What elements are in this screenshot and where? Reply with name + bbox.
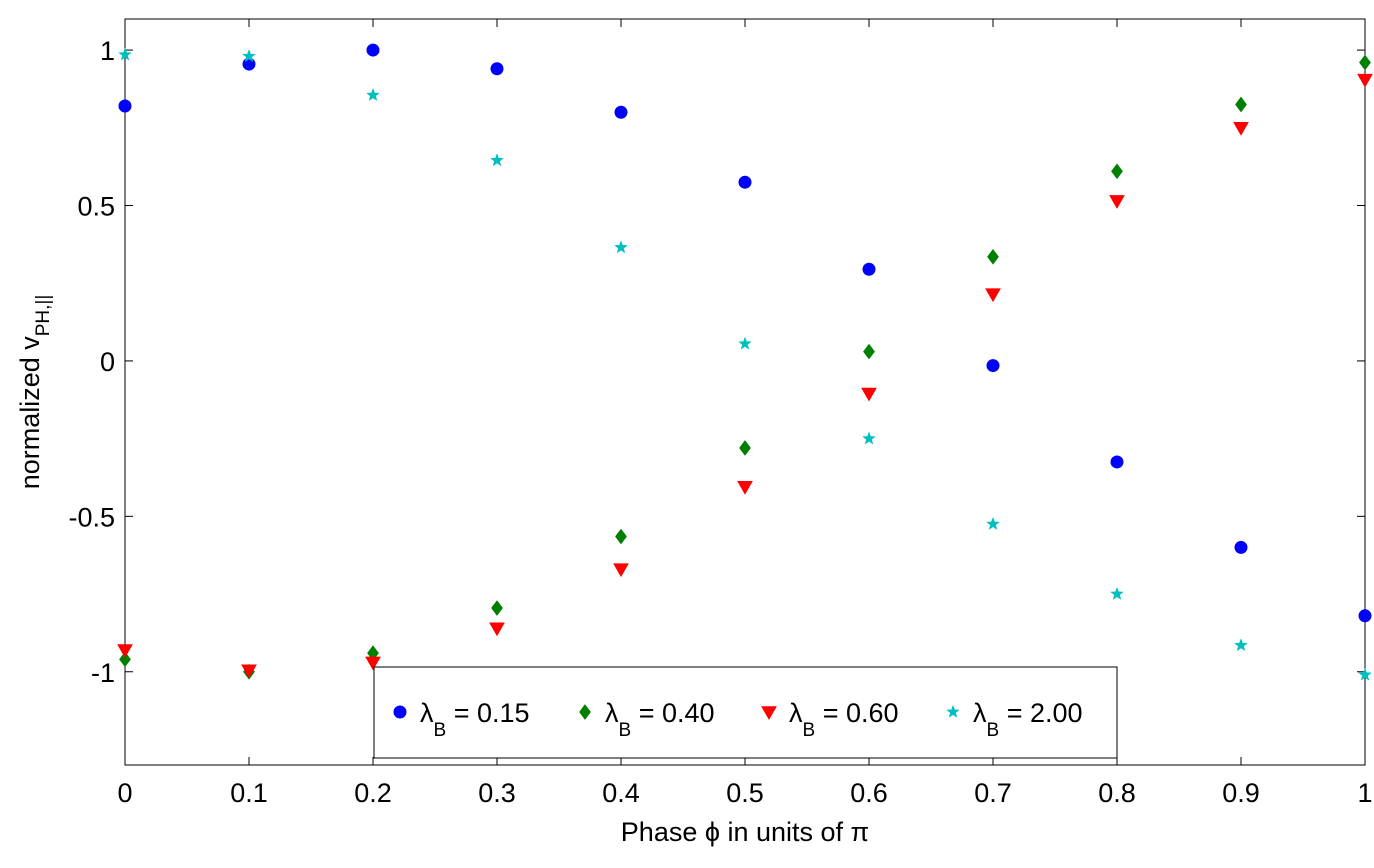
legend-label: λB = 0.60: [789, 698, 899, 741]
diamond-marker: [615, 528, 627, 545]
x-tick-label: 0.4: [602, 778, 640, 808]
triangle-down-marker: [365, 656, 381, 671]
x-tick-label: 0.7: [974, 778, 1012, 808]
triangle-down-marker: [1109, 195, 1125, 209]
triangle-down-marker: [1357, 73, 1373, 88]
legend-circle-marker: [393, 705, 407, 719]
star-marker: [738, 336, 752, 350]
y-axis-label: normalized vPH,||: [15, 295, 54, 490]
circle-marker: [1358, 609, 1372, 623]
legend-lambda: λ: [973, 698, 987, 728]
y-axis-label-subscript: PH,||: [33, 295, 54, 337]
legend-subscript: B: [803, 720, 816, 741]
circle-marker: [242, 57, 256, 71]
star-marker: [1234, 638, 1248, 652]
triangle-down-marker: [861, 387, 877, 402]
x-tick-label: 1: [1357, 778, 1372, 808]
circle-marker: [1234, 540, 1248, 554]
x-tick-label: 0.3: [478, 778, 516, 808]
triangle-down-marker: [613, 563, 629, 578]
y-tick-labels: -1 -0.5 0 0.5 1: [68, 36, 115, 688]
circle-marker: [738, 175, 752, 189]
legend-value: = 0.15: [446, 698, 529, 728]
data-markers: [117, 43, 1373, 681]
legend-star-marker: [946, 704, 960, 718]
series-1-points: [118, 43, 1372, 623]
legend-value: = 2.00: [999, 698, 1082, 728]
triangle-down-marker: [737, 481, 753, 495]
y-tick-label: 1: [100, 36, 115, 66]
y-axis-label-main: normalized v: [15, 336, 45, 490]
legend-triangle-down-marker: [761, 706, 777, 721]
diamond-marker: [119, 651, 131, 668]
diamond-marker: [739, 440, 751, 456]
legend-lambda: λ: [605, 698, 619, 728]
diamond-marker: [863, 343, 875, 360]
legend-item: λB = 0.60: [761, 698, 899, 741]
legend-lambda: λ: [789, 698, 803, 728]
legend-item: λB = 0.40: [579, 698, 715, 741]
legend-lambda: λ: [420, 698, 434, 728]
star-marker: [862, 431, 876, 445]
y-tick-label: -0.5: [68, 502, 115, 532]
legend: λB = 0.15 λB = 0.40 λB = 0.60 λB = 2.00: [373, 666, 1118, 759]
legend-item: λB = 2.00: [946, 698, 1083, 741]
legend-diamond-marker: [579, 704, 591, 720]
circle-marker: [862, 262, 876, 276]
x-tick-label: 0.9: [1222, 778, 1260, 808]
series-4-points: [118, 47, 1372, 681]
y-tick-label: -1: [91, 658, 115, 688]
star-marker: [490, 153, 504, 167]
legend-label: λB = 0.40: [605, 698, 715, 741]
star-marker: [1110, 586, 1124, 600]
x-tick-label: 0.2: [354, 778, 392, 808]
star-marker: [614, 240, 628, 254]
circle-marker: [614, 105, 628, 119]
circle-marker: [366, 43, 380, 57]
diamond-marker: [1111, 163, 1123, 180]
circle-marker: [986, 359, 1000, 373]
star-marker: [366, 87, 380, 101]
x-tick-label: 0.1: [230, 778, 268, 808]
legend-value: = 0.40: [631, 698, 714, 728]
triangle-down-marker: [1233, 122, 1249, 136]
legend-item: λB = 0.15: [393, 698, 530, 741]
legend-box: [373, 666, 1118, 759]
legend-subscript: B: [434, 720, 447, 741]
series-2-points: [119, 54, 1371, 680]
y-tick-label: 0.5: [77, 192, 115, 222]
x-tick-label: 0: [117, 778, 132, 808]
x-tick-label: 0.6: [850, 778, 888, 808]
diamond-marker: [1235, 96, 1247, 113]
legend-subscript: B: [987, 720, 1000, 741]
series-3-points: [117, 73, 1373, 679]
star-marker: [118, 47, 132, 61]
x-tick-label: 0.5: [726, 778, 764, 808]
star-marker: [986, 516, 1000, 530]
plot-area: [124, 18, 1366, 766]
legend-label: λB = 2.00: [973, 698, 1083, 741]
circle-marker: [1110, 455, 1124, 469]
diamond-marker: [987, 248, 999, 265]
triangle-down-marker: [985, 288, 1001, 303]
diamond-marker: [491, 600, 503, 616]
star-marker: [1358, 667, 1372, 681]
x-tick-label: 0.8: [1098, 778, 1136, 808]
triangle-down-marker: [241, 664, 257, 679]
diamond-marker: [1359, 54, 1371, 71]
triangle-down-marker: [489, 622, 505, 637]
legend-subscript: B: [619, 720, 632, 741]
circle-marker: [118, 99, 132, 113]
y-tick-label: 0: [100, 347, 115, 377]
circle-marker: [490, 62, 504, 76]
triangle-down-marker: [117, 644, 133, 658]
legend-label: λB = 0.15: [420, 698, 530, 741]
x-tick-labels: 0 0.1 0.2 0.3 0.4 0.5 0.6 0.7 0.8 0.9 1: [117, 778, 1372, 808]
legend-value: = 0.60: [815, 698, 898, 728]
x-axis-label: Phase ϕ in units of π: [621, 817, 869, 847]
star-marker: [242, 49, 256, 63]
